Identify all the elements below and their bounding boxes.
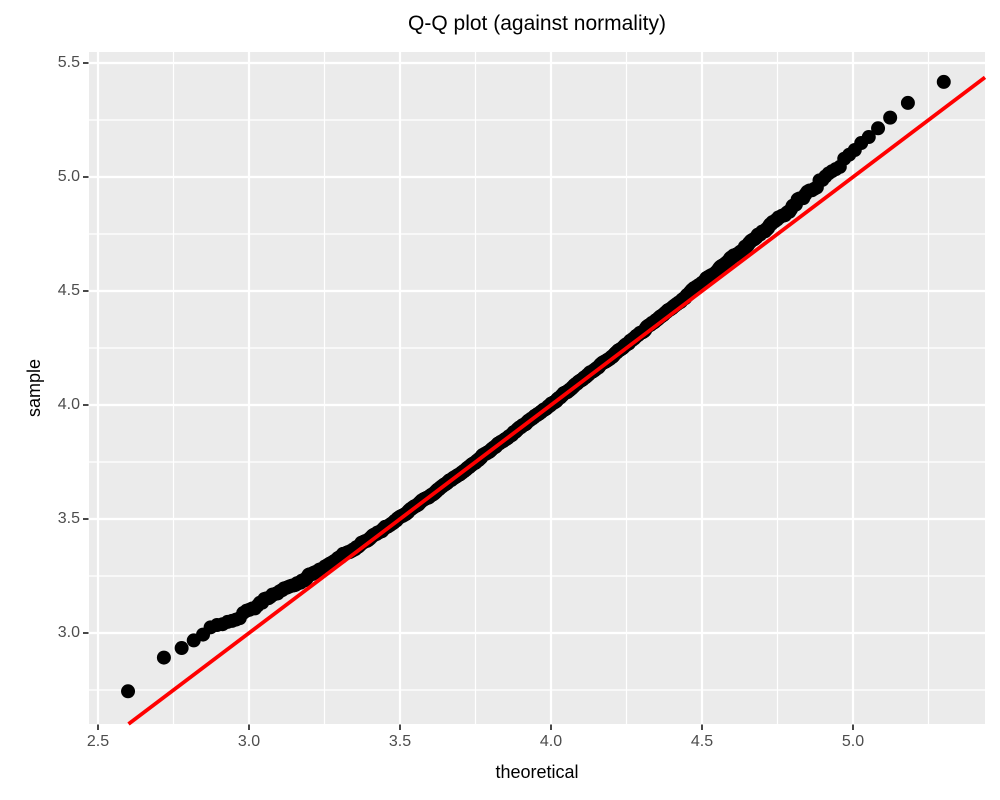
x-tick-label: 3.0 — [237, 733, 261, 750]
y-tick-label: 3.5 — [57, 510, 80, 527]
x-tick-label: 4.5 — [690, 733, 714, 750]
x-tick-label: 4.0 — [539, 733, 563, 750]
x-tick-label: 5.0 — [841, 733, 865, 750]
y-tick-label: 4.0 — [57, 396, 80, 413]
x-tick-label: 3.5 — [388, 733, 412, 750]
x-axis-title: theoretical — [495, 762, 579, 782]
x-tick-label: 2.5 — [86, 733, 110, 750]
y-tick-label: 4.5 — [57, 282, 80, 299]
y-tick-label: 5.0 — [57, 168, 80, 185]
y-tick-label: 5.5 — [57, 54, 80, 71]
y-tick-label: 3.0 — [57, 624, 80, 641]
chart-title: Q-Q plot (against normality) — [408, 12, 666, 35]
